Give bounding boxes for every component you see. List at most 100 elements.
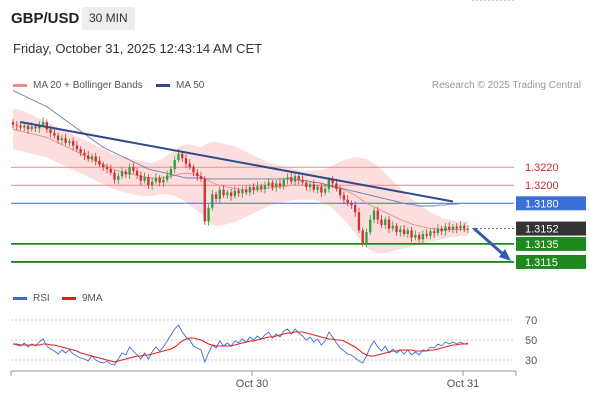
candle-body <box>34 126 37 129</box>
candle-body <box>237 190 240 194</box>
rsi-line <box>12 324 469 366</box>
rsi-panel: 70 50 30 <box>11 315 537 367</box>
candle-body <box>132 167 135 171</box>
timestamp: Friday, October 31, 2025 12:43:14 AM CET <box>13 41 263 56</box>
x-tick-label: Oct 30 <box>236 378 268 390</box>
candle-body <box>60 138 64 141</box>
candle-body <box>120 171 124 177</box>
candle-body <box>414 234 417 238</box>
bollinger-bands <box>13 108 468 253</box>
candle-body <box>301 179 304 183</box>
ma50-line <box>12 90 461 207</box>
chart-header: GBP/USD 30 MIN <box>0 0 590 38</box>
candle-body <box>196 172 199 177</box>
research-credit: Research © 2025 Trading Central <box>431 80 581 91</box>
candle-body <box>177 153 180 160</box>
candle-body <box>222 189 225 196</box>
legend-ma20-label: MA 20 + Bollinger Bands <box>33 80 143 91</box>
candle-body <box>203 178 206 222</box>
candle-body <box>395 225 398 233</box>
candle-body <box>30 126 33 130</box>
candle-body <box>267 182 270 186</box>
candle-body <box>444 226 447 232</box>
candle-body <box>79 149 82 153</box>
candle-body <box>214 194 218 199</box>
candles <box>11 117 470 248</box>
candle-body <box>45 122 49 130</box>
candle-body <box>162 179 165 183</box>
candle-body <box>199 176 203 179</box>
candle-body <box>290 177 293 182</box>
bollinger-band-fill <box>13 108 468 253</box>
candle-body <box>166 175 169 180</box>
rsi-tick-label: 70 <box>525 315 537 327</box>
candle-body <box>56 135 60 141</box>
candle-body <box>380 219 383 225</box>
candle-body <box>459 225 462 229</box>
pivot-tag <box>516 196 586 211</box>
candle-body <box>188 163 191 168</box>
timeframe-badge[interactable]: 30 MIN <box>82 7 135 30</box>
candle-body <box>372 210 376 220</box>
legend-9ma-label: 9MA <box>82 293 103 304</box>
pivot-label: 1.3180 <box>525 198 559 210</box>
rsi-tick-label: 30 <box>525 355 537 367</box>
candle-body <box>135 170 139 176</box>
candle-body <box>406 230 410 234</box>
candle-body <box>448 226 451 230</box>
candle-body <box>218 189 221 199</box>
candle-body <box>432 231 436 234</box>
price-level-labels: 1.3220 1.3200 1.3180 1.3152 1.3135 1.3115 <box>516 162 586 269</box>
candle-body <box>278 183 282 187</box>
candle-body <box>139 175 143 181</box>
candle-body <box>113 172 116 180</box>
legend-ma50-swatch <box>156 84 170 87</box>
candle-body <box>181 153 184 159</box>
candle-body <box>387 219 391 229</box>
candle-body <box>271 182 274 188</box>
candle-body <box>124 171 127 175</box>
candle-body <box>293 176 297 182</box>
candle-body <box>98 160 101 165</box>
candle-body <box>463 225 466 229</box>
candle-body <box>335 183 338 189</box>
candle-body <box>169 169 173 176</box>
candle-body <box>248 187 252 193</box>
x-tick-label: Oct 31 <box>447 378 479 390</box>
symbol-title: GBP/USD <box>11 10 80 27</box>
candle-body <box>417 234 421 240</box>
candle-body <box>150 181 154 186</box>
candle-body <box>117 176 120 180</box>
support-tag <box>516 254 586 269</box>
candle-body <box>425 233 428 236</box>
candle-body <box>19 125 22 128</box>
candle-body <box>305 182 308 188</box>
candle-body <box>192 167 195 173</box>
candle-body <box>109 169 112 173</box>
candle-body <box>399 229 402 233</box>
candle-body <box>357 212 361 231</box>
candle-body <box>15 124 18 126</box>
candle-body <box>320 187 323 193</box>
annotations <box>20 0 514 261</box>
support-label: 1.3115 <box>525 257 558 269</box>
rsi-tick-label: 50 <box>525 335 537 347</box>
candle-body <box>49 129 52 133</box>
candle-body <box>38 124 41 129</box>
legend-9ma: 9MA <box>62 293 103 304</box>
candle-body <box>64 138 67 143</box>
candle-body <box>436 228 440 234</box>
candle-body <box>338 188 342 196</box>
candle-body <box>369 219 372 233</box>
legend-rsi-label: RSI <box>33 293 50 304</box>
candle-body <box>87 155 90 160</box>
candle-body <box>275 183 278 188</box>
candle-body <box>244 189 248 193</box>
candle-body <box>75 145 79 150</box>
candle-body <box>263 185 267 189</box>
candle-body <box>260 186 263 189</box>
candle-body <box>346 199 349 204</box>
projection-arrow-head <box>499 248 511 261</box>
candle-body <box>312 184 315 190</box>
